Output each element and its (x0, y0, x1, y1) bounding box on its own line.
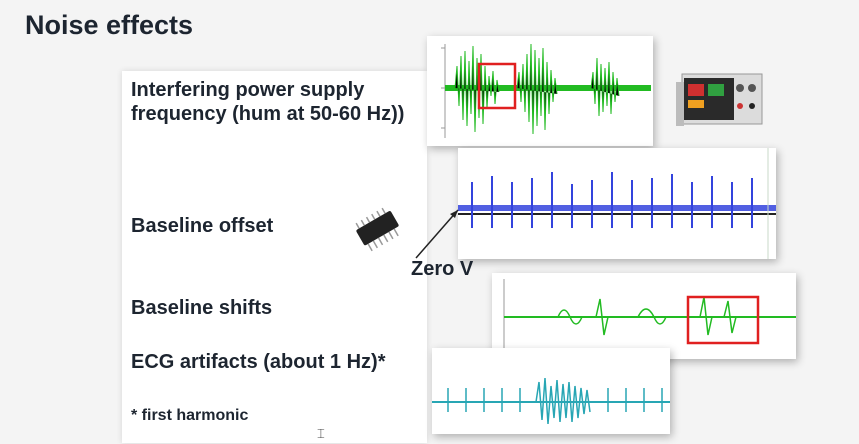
highlight-box (477, 62, 517, 110)
footnote: * first harmonic (131, 407, 249, 424)
power-supply-icon (676, 73, 763, 126)
signal-shift-graphic (503, 279, 796, 353)
text-cursor-icon: ⌶ (317, 427, 325, 442)
signal-hum-graphic (441, 43, 651, 138)
item-baseline-offset: Baseline offset (131, 215, 274, 237)
zero-v-label: Zero V (411, 258, 474, 280)
item-baseline-shifts: Baseline shifts (131, 297, 273, 319)
highlight-box (686, 295, 760, 345)
zero-v-arrow-icon (415, 209, 459, 259)
signal-bursts (454, 43, 620, 135)
ic-chip-icon (355, 207, 399, 252)
signal-plot-ecg-artifacts (432, 348, 670, 434)
signal-plot-hum (427, 36, 653, 146)
item-ecg-artifacts: ECG artifacts (about 1 Hz)* (131, 351, 386, 373)
text-panel: Interfering power supply frequency (hum … (122, 71, 427, 443)
signal-ecg-graphic (432, 377, 670, 425)
spikes (471, 172, 753, 228)
signal-offset-graphic (458, 148, 776, 259)
slide-title: Noise effects (25, 10, 194, 40)
signal-plot-offset (458, 148, 776, 259)
item-power-supply-hum: Interfering power supply frequency (hum … (131, 79, 405, 125)
signal-plot-baseline-shift (492, 273, 796, 359)
